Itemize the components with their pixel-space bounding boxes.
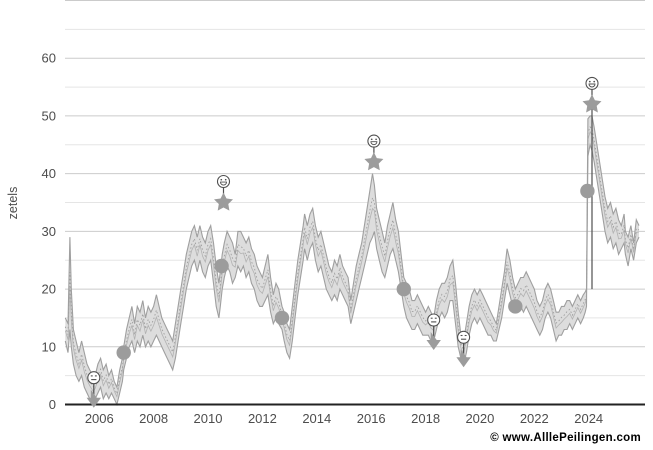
y-tick-label: 0 [49, 397, 56, 412]
election-result-marker [116, 345, 131, 360]
x-tick-label: 2022 [520, 411, 549, 426]
record-low-arrow-icon [426, 332, 441, 350]
poll-line-min [64, 142, 640, 407]
watermark: © www.AlllePeilingen.com [490, 432, 641, 444]
record-high-star-icon [364, 152, 384, 171]
y-tick-label: 60 [42, 51, 56, 66]
y-axis-title: zetels [6, 187, 20, 220]
x-tick-label: 2024 [574, 411, 603, 426]
gridlines [65, 0, 645, 377]
y-tick-label: 30 [42, 224, 56, 239]
axes: 0 10 20 30 40 50 60 2006 2008 2010 2012 2014 2016 201… [42, 51, 645, 426]
poll-line-max [64, 115, 640, 390]
x-tick-label: 2016 [357, 411, 386, 426]
x-tick-label: 2018 [411, 411, 440, 426]
election-result-marker [274, 310, 290, 326]
x-tick-label: 2008 [139, 411, 168, 426]
x-tick-label: 2010 [194, 411, 223, 426]
election-result-marker [396, 281, 411, 297]
happy-face-icon [216, 174, 231, 189]
record-low-arrow-icon [86, 389, 101, 408]
x-tick-label: 2014 [302, 411, 331, 426]
event-markers [86, 76, 602, 408]
happy-face-icon [367, 134, 381, 148]
x-tick-label: 2006 [85, 411, 114, 426]
y-tick-label: 10 [42, 339, 56, 354]
poll-band-group [64, 115, 640, 407]
y-tick-label: 20 [42, 282, 56, 297]
record-low-arrow-icon [456, 349, 471, 368]
x-tick-label: 2020 [465, 411, 494, 426]
record-high-star-icon [582, 94, 602, 113]
election-result-marker [508, 299, 523, 314]
neutral-face-icon [87, 371, 101, 385]
y-tick-label: 40 [42, 166, 56, 181]
record-high-star-icon [214, 192, 233, 211]
election-result-marker [214, 258, 229, 274]
poll-line-inner [64, 130, 640, 398]
election-result-marker [580, 183, 595, 199]
neutral-face-icon [427, 313, 441, 327]
happy-face-icon [585, 76, 599, 90]
x-tick-label: 2012 [248, 411, 277, 426]
neutral-face-icon [457, 330, 471, 344]
y-tick-label: 50 [42, 108, 56, 123]
